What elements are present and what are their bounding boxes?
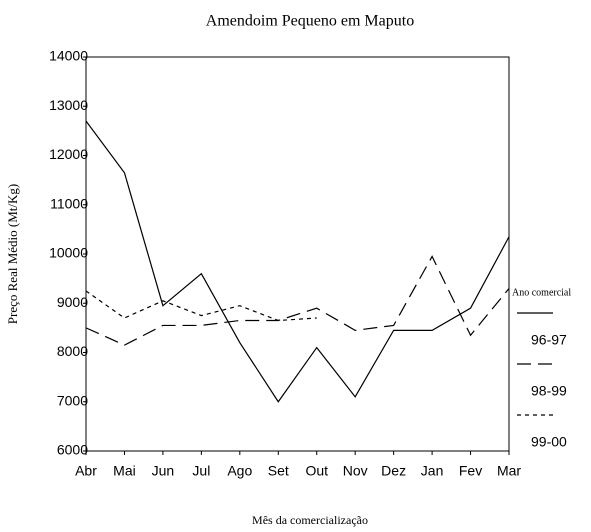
series-line [85, 290, 317, 322]
legend-label: 96-97 [531, 332, 567, 348]
x-tick-label: Mai [113, 463, 136, 479]
y-tick-label: 6000 [57, 442, 88, 458]
chart-title: Amendoim Pequeno em Maputo [206, 13, 414, 30]
x-tick-label: Jun [152, 463, 175, 479]
y-tick-label: 11000 [50, 195, 88, 211]
series-line [85, 255, 510, 346]
x-tick-label: Abr [75, 463, 97, 479]
x-tick-label: Ago [227, 463, 252, 479]
legend-label: 99-00 [531, 434, 567, 450]
x-axis-label: Mês da comercialização [252, 513, 368, 527]
legend-label: 98-99 [531, 383, 567, 399]
x-tick-label: Fev [459, 463, 482, 479]
y-tick-label: 13000 [49, 97, 88, 113]
x-tick-label: Jul [192, 463, 210, 479]
legend-title: Ano comercial [512, 287, 571, 298]
y-tick-label: 9000 [57, 294, 88, 310]
y-tick-label: 8000 [57, 343, 88, 359]
plot-frame [85, 56, 510, 452]
series-line [85, 120, 510, 403]
x-tick-label: Jan [421, 463, 444, 479]
x-tick-label: Nov [343, 463, 368, 479]
x-tick-label: Mar [497, 463, 521, 479]
y-tick-label: 10000 [49, 245, 88, 261]
x-tick-label: Set [268, 463, 289, 479]
y-tick-label: 12000 [49, 146, 88, 162]
x-tick-label: Out [305, 463, 328, 479]
y-axis-label: Preço Real Médio (Mt/Kg) [5, 184, 20, 324]
x-tick-label: Dez [381, 463, 406, 479]
y-tick-label: 14000 [49, 48, 88, 64]
y-tick-label: 7000 [57, 392, 88, 408]
